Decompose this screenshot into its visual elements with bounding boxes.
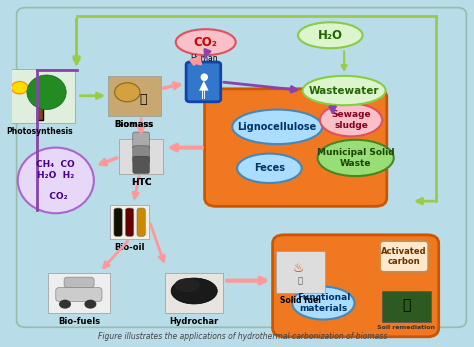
- Text: Biomass: Biomass: [115, 120, 154, 129]
- FancyBboxPatch shape: [133, 132, 149, 149]
- Text: HTC: HTC: [131, 178, 151, 187]
- Text: Lignocellulose: Lignocellulose: [237, 122, 317, 132]
- FancyBboxPatch shape: [133, 146, 149, 163]
- Text: CO₂: CO₂: [194, 36, 218, 49]
- Text: CH₄  CO
H₂O  H₂

  CO₂: CH₄ CO H₂O H₂ CO₂: [36, 160, 75, 201]
- Text: ⬛: ⬛: [298, 276, 303, 285]
- Ellipse shape: [27, 75, 66, 110]
- FancyBboxPatch shape: [126, 208, 134, 236]
- Circle shape: [84, 300, 96, 308]
- FancyBboxPatch shape: [165, 273, 223, 313]
- FancyBboxPatch shape: [17, 8, 466, 327]
- FancyBboxPatch shape: [119, 139, 163, 174]
- Text: Bio-fuels: Bio-fuels: [58, 317, 100, 326]
- FancyBboxPatch shape: [56, 288, 102, 302]
- Text: HTC: HTC: [131, 178, 151, 187]
- Text: 🌾: 🌾: [140, 93, 147, 106]
- Text: Solid fuel: Solid fuel: [280, 296, 321, 305]
- Text: Wastewater: Wastewater: [309, 86, 379, 95]
- FancyBboxPatch shape: [108, 76, 161, 116]
- Text: Human: Human: [190, 54, 218, 63]
- Circle shape: [11, 82, 28, 94]
- Ellipse shape: [292, 287, 355, 320]
- Text: Photosynthesis: Photosynthesis: [6, 127, 73, 136]
- FancyBboxPatch shape: [382, 291, 431, 322]
- Ellipse shape: [320, 103, 382, 136]
- FancyBboxPatch shape: [380, 241, 428, 272]
- Text: ●: ●: [199, 72, 208, 82]
- Text: Biomass: Biomass: [115, 120, 154, 129]
- Text: ♨: ♨: [292, 262, 304, 275]
- Ellipse shape: [302, 76, 386, 105]
- Text: Figure illustrates the applications of hydrothermal carbonization of biomass: Figure illustrates the applications of h…: [98, 332, 387, 341]
- Circle shape: [59, 300, 71, 308]
- Text: ▲: ▲: [199, 79, 208, 92]
- Text: Sewage
sludge: Sewage sludge: [331, 110, 371, 130]
- Text: Hydrochar: Hydrochar: [170, 317, 219, 326]
- FancyBboxPatch shape: [37, 101, 43, 120]
- Ellipse shape: [115, 83, 140, 102]
- FancyBboxPatch shape: [276, 251, 325, 293]
- Ellipse shape: [298, 22, 363, 48]
- Text: H₂O: H₂O: [318, 29, 343, 42]
- FancyBboxPatch shape: [48, 273, 110, 313]
- FancyBboxPatch shape: [137, 208, 146, 236]
- Text: Feces: Feces: [254, 163, 285, 173]
- Ellipse shape: [176, 29, 236, 55]
- Text: Soil remediation: Soil remediation: [377, 325, 436, 330]
- Ellipse shape: [318, 140, 394, 176]
- FancyBboxPatch shape: [114, 208, 122, 236]
- FancyBboxPatch shape: [205, 89, 387, 206]
- Ellipse shape: [171, 278, 217, 304]
- FancyBboxPatch shape: [110, 205, 149, 239]
- Ellipse shape: [18, 147, 94, 213]
- FancyBboxPatch shape: [4, 69, 75, 122]
- Text: Activated
carbon: Activated carbon: [381, 247, 427, 266]
- Text: Functional
materials: Functional materials: [297, 294, 350, 313]
- FancyBboxPatch shape: [64, 277, 94, 288]
- Text: Bio-oil: Bio-oil: [114, 243, 145, 252]
- Ellipse shape: [237, 154, 301, 183]
- FancyBboxPatch shape: [273, 235, 439, 337]
- Ellipse shape: [232, 110, 322, 144]
- FancyBboxPatch shape: [186, 62, 221, 102]
- Text: Municipal Solid
Waste: Municipal Solid Waste: [317, 148, 394, 168]
- Text: 🌱: 🌱: [402, 298, 410, 312]
- FancyBboxPatch shape: [133, 156, 149, 174]
- Text: ǁ: ǁ: [201, 89, 206, 99]
- Ellipse shape: [174, 278, 200, 292]
